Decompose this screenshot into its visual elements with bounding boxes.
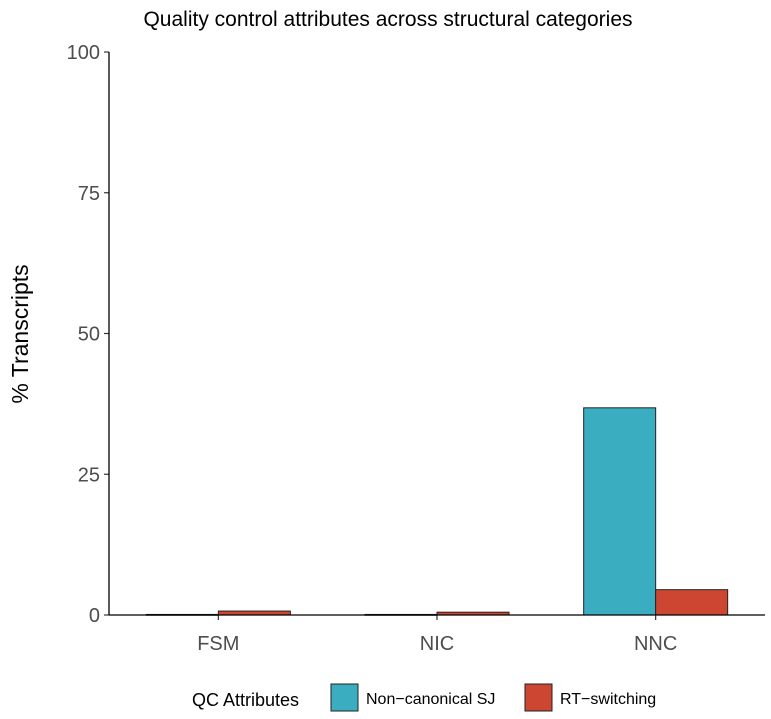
y-tick-label: 0 xyxy=(89,605,100,627)
legend-label: Non−canonical SJ xyxy=(366,691,495,708)
legend-swatch xyxy=(524,683,553,712)
y-axis-title: % Transcripts xyxy=(7,264,33,403)
legend-title: QC Attributes xyxy=(192,690,299,710)
legend-swatch xyxy=(330,683,359,712)
y-tick-label: 50 xyxy=(78,324,100,346)
bar xyxy=(583,407,657,616)
x-axis: FSM NIC NNC xyxy=(197,615,677,655)
x-tick-label: NIC xyxy=(420,633,454,655)
bars xyxy=(145,407,729,616)
legend-label: RT−switching xyxy=(560,691,656,708)
bar xyxy=(655,589,729,616)
y-axis: 0 25 50 75 100 xyxy=(67,42,109,627)
y-tick-label: 75 xyxy=(78,183,100,205)
y-tick-label: 25 xyxy=(78,464,100,486)
x-tick-label: FSM xyxy=(197,633,239,655)
legend: QC Attributes Non−canonical SJ RT−switchi… xyxy=(192,683,656,712)
x-tick-label: NNC xyxy=(634,633,677,655)
y-tick-label: 100 xyxy=(67,42,100,64)
chart-title: Quality control attributes across struct… xyxy=(143,8,632,31)
